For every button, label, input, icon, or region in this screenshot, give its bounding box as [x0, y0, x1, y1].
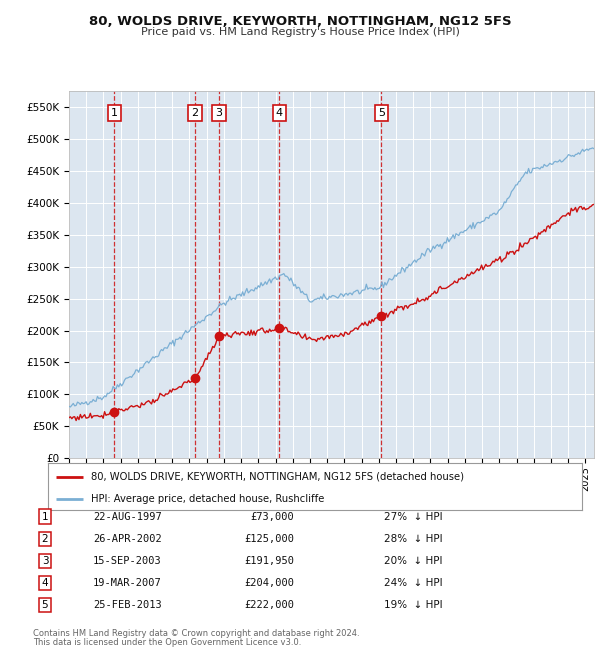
Text: 4: 4: [41, 578, 49, 588]
Text: 27%  ↓ HPI: 27% ↓ HPI: [384, 512, 443, 522]
Text: £73,000: £73,000: [250, 512, 294, 522]
Text: 25-FEB-2013: 25-FEB-2013: [93, 600, 162, 610]
Text: 5: 5: [41, 600, 49, 610]
Text: 3: 3: [41, 556, 49, 566]
Text: 5: 5: [378, 108, 385, 118]
Text: 28%  ↓ HPI: 28% ↓ HPI: [384, 534, 443, 544]
Text: £191,950: £191,950: [244, 556, 294, 566]
Text: Price paid vs. HM Land Registry's House Price Index (HPI): Price paid vs. HM Land Registry's House …: [140, 27, 460, 37]
Text: HPI: Average price, detached house, Rushcliffe: HPI: Average price, detached house, Rush…: [91, 493, 324, 504]
Text: 19-MAR-2007: 19-MAR-2007: [93, 578, 162, 588]
Text: £222,000: £222,000: [244, 600, 294, 610]
Text: 26-APR-2002: 26-APR-2002: [93, 534, 162, 544]
Text: 15-SEP-2003: 15-SEP-2003: [93, 556, 162, 566]
Text: 80, WOLDS DRIVE, KEYWORTH, NOTTINGHAM, NG12 5FS (detached house): 80, WOLDS DRIVE, KEYWORTH, NOTTINGHAM, N…: [91, 471, 464, 482]
Text: 22-AUG-1997: 22-AUG-1997: [93, 512, 162, 522]
Text: £125,000: £125,000: [244, 534, 294, 544]
Text: 80, WOLDS DRIVE, KEYWORTH, NOTTINGHAM, NG12 5FS: 80, WOLDS DRIVE, KEYWORTH, NOTTINGHAM, N…: [89, 15, 511, 28]
Text: This data is licensed under the Open Government Licence v3.0.: This data is licensed under the Open Gov…: [33, 638, 301, 647]
Text: 20%  ↓ HPI: 20% ↓ HPI: [384, 556, 443, 566]
Text: 1: 1: [111, 108, 118, 118]
Text: 19%  ↓ HPI: 19% ↓ HPI: [384, 600, 443, 610]
Text: £204,000: £204,000: [244, 578, 294, 588]
Text: 2: 2: [191, 108, 199, 118]
Text: 24%  ↓ HPI: 24% ↓ HPI: [384, 578, 443, 588]
Text: 4: 4: [276, 108, 283, 118]
Text: 1: 1: [41, 512, 49, 522]
Text: 3: 3: [215, 108, 223, 118]
Text: 2: 2: [41, 534, 49, 544]
Text: Contains HM Land Registry data © Crown copyright and database right 2024.: Contains HM Land Registry data © Crown c…: [33, 629, 359, 638]
